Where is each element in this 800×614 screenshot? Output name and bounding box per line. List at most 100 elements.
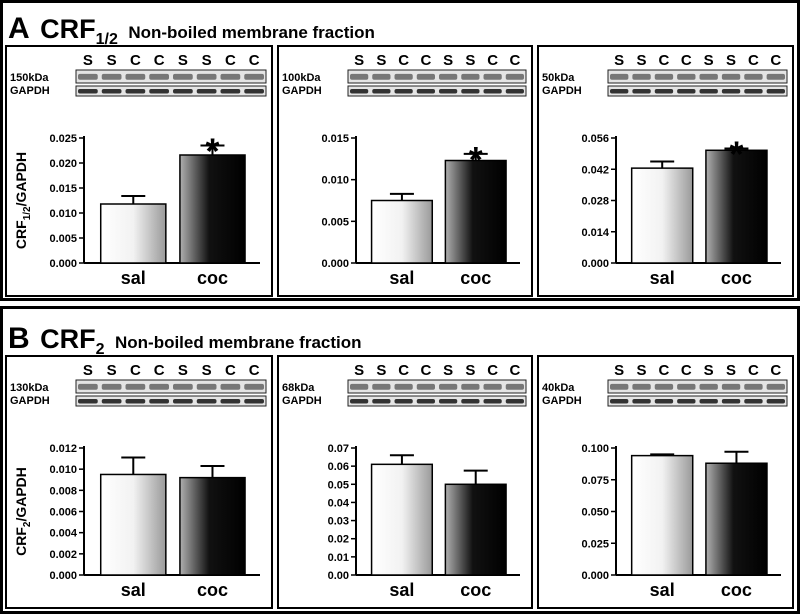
blot-strip xyxy=(607,395,788,407)
blot-band xyxy=(78,73,98,80)
lane-label: S xyxy=(83,362,93,379)
lane-label: S xyxy=(354,362,364,379)
blot-band xyxy=(244,383,264,390)
y-tick-label: 0.000 xyxy=(581,258,609,270)
lane-label: C xyxy=(748,52,759,69)
lane-label: S xyxy=(637,362,647,379)
blot-label: 50kDa xyxy=(542,72,575,84)
section-title: CRF xyxy=(40,14,96,44)
lane-label: S xyxy=(83,52,93,69)
blot-band xyxy=(244,89,264,94)
y-tick-label: 0.04 xyxy=(328,497,350,509)
blot-band xyxy=(196,399,217,404)
section-frame xyxy=(0,0,800,301)
blot-label: GAPDH xyxy=(10,85,50,97)
lane-label: S xyxy=(637,52,647,69)
y-tick-label: 0.000 xyxy=(581,570,609,582)
lane-label: C xyxy=(225,52,236,69)
y-tick-label: 0.000 xyxy=(321,258,349,270)
lane-label: C xyxy=(398,52,409,69)
blot-band xyxy=(439,73,458,80)
y-tick-label: 0.006 xyxy=(49,507,77,519)
blot-band xyxy=(461,73,480,80)
y-label-sub: 1/2 xyxy=(22,206,33,220)
blot-band xyxy=(350,73,369,80)
blot-strip xyxy=(75,85,267,97)
panel-frame xyxy=(537,45,794,297)
blot-band xyxy=(173,399,193,404)
y-tick-label: 0.000 xyxy=(49,258,77,270)
blot-strip xyxy=(347,379,527,394)
lane-label: C xyxy=(659,362,670,379)
lane-label: C xyxy=(770,362,781,379)
blot-strip xyxy=(347,85,527,97)
section-letter: B xyxy=(8,322,30,355)
lane-label: C xyxy=(681,52,692,69)
lane-label: C xyxy=(681,362,692,379)
blot-band xyxy=(461,399,480,404)
blot-band xyxy=(461,89,480,94)
lane-label: C xyxy=(249,362,260,379)
blot-band xyxy=(244,73,264,80)
lane-label: C xyxy=(130,52,141,69)
blot-band xyxy=(439,383,458,390)
section-title-sub: 1/2 xyxy=(96,31,118,48)
bar xyxy=(630,454,694,576)
y-tick-label: 0.03 xyxy=(328,516,349,528)
blot-band xyxy=(632,399,651,404)
y-tick-label: 0.06 xyxy=(328,461,349,473)
blot-band xyxy=(699,89,718,94)
lane-label: S xyxy=(376,52,386,69)
lane-label: S xyxy=(726,362,736,379)
bar xyxy=(444,159,507,264)
lane-label: S xyxy=(178,52,188,69)
blot-label: GAPDH xyxy=(542,395,582,407)
blot-label: 68kDa xyxy=(282,382,315,394)
blot-band xyxy=(173,383,193,390)
lane-label: C xyxy=(659,52,670,69)
section-title-sub: 2 xyxy=(96,341,105,358)
y-tick-label: 0.012 xyxy=(49,443,77,455)
blot-band xyxy=(244,399,264,404)
lane-label: C xyxy=(770,52,781,69)
y-tick-label: 0.00 xyxy=(328,570,349,582)
y-label-main: CRF xyxy=(13,527,29,556)
blot-band xyxy=(350,383,369,390)
blot-band xyxy=(610,89,629,94)
bar xyxy=(705,462,768,576)
lane-label: C xyxy=(487,362,498,379)
y-axis-label: CRF2/GAPDH xyxy=(13,467,33,556)
panel-frame xyxy=(277,355,533,609)
y-tick-label: 0.000 xyxy=(49,570,77,582)
blot-band xyxy=(632,89,651,94)
blot-band xyxy=(610,73,629,80)
blot-band xyxy=(744,383,763,390)
blot-band xyxy=(654,89,674,94)
lane-label: S xyxy=(465,362,475,379)
x-tick-label: coc xyxy=(460,268,491,288)
blot-band xyxy=(220,89,241,94)
blot-band xyxy=(721,73,741,80)
lane-label: S xyxy=(465,52,475,69)
y-tick-label: 0.010 xyxy=(321,175,349,187)
panel-frame xyxy=(537,355,794,609)
section-letter: A xyxy=(8,12,30,45)
lane-label: C xyxy=(154,362,165,379)
bar xyxy=(179,476,246,576)
y-label-main: CRF xyxy=(13,220,29,249)
blot-band xyxy=(416,399,435,404)
blot-strip xyxy=(607,379,788,394)
blot-band xyxy=(125,399,146,404)
y-tick-label: 0.042 xyxy=(581,164,609,176)
blot-band xyxy=(632,383,651,390)
y-axis-label: CRF1/2/GAPDH xyxy=(13,152,33,249)
y-tick-label: 0.056 xyxy=(581,133,609,145)
y-tick-label: 0.07 xyxy=(328,443,349,455)
blot-band xyxy=(744,89,763,94)
y-tick-label: 0.02 xyxy=(328,534,349,546)
x-tick-label: coc xyxy=(197,268,228,288)
blot-band xyxy=(677,383,696,390)
blot-strip xyxy=(347,395,527,407)
blot-strip xyxy=(75,395,267,407)
